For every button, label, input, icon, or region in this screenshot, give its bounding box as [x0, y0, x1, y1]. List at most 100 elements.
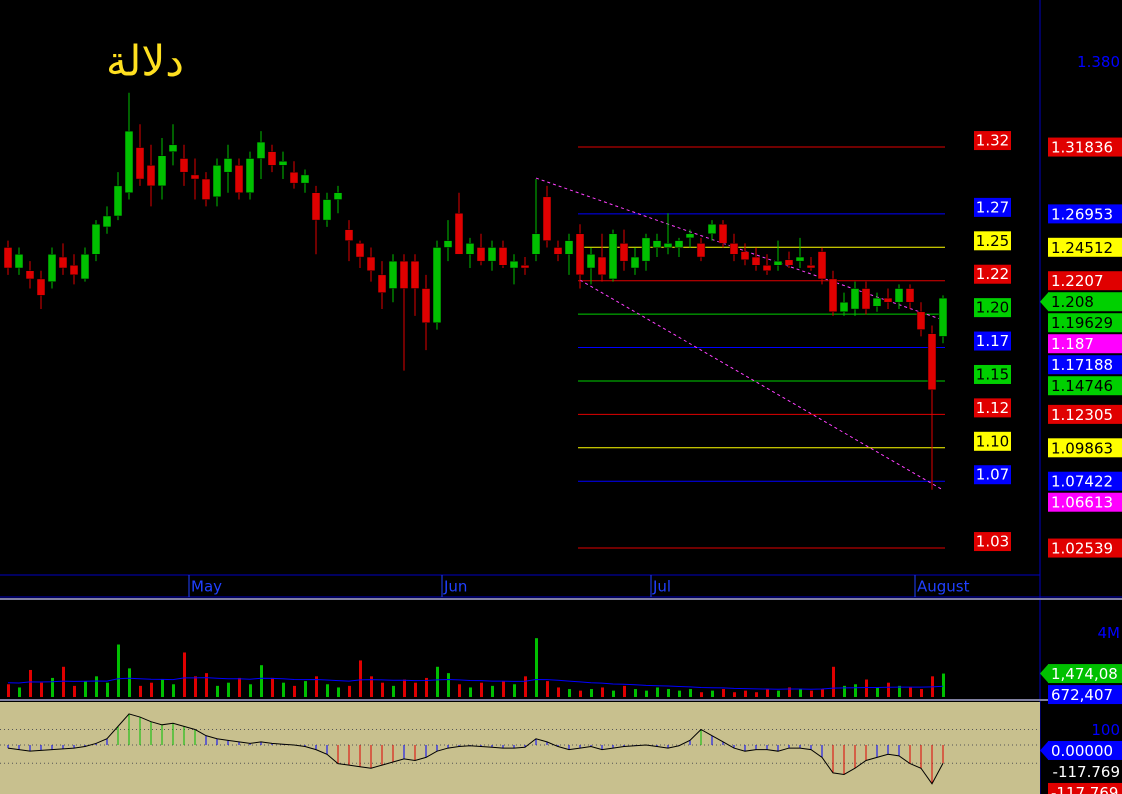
level-value: 1.14746: [1051, 377, 1113, 395]
candle-body: [619, 243, 629, 262]
level-tag-box: [974, 465, 1011, 485]
volume-bar: [249, 684, 252, 697]
volume-bar: [876, 687, 879, 697]
volume-bar: [920, 689, 923, 697]
cci-last-box: [1048, 782, 1122, 794]
candle-body: [454, 212, 464, 255]
level-value: 1.02539: [1051, 540, 1113, 558]
candle-body: [47, 254, 57, 282]
level-value: 1.17188: [1051, 356, 1113, 374]
level-tag: 1.15: [976, 365, 1009, 383]
candle-body: [729, 243, 739, 255]
candle-body: [663, 243, 673, 248]
price-label-arrow: [1040, 292, 1048, 311]
candle-body: [839, 301, 849, 313]
volume-bar: [689, 689, 692, 697]
volume-bar: [238, 677, 241, 697]
candle-body: [564, 240, 574, 255]
volume-bar: [18, 687, 21, 697]
volume-bar: [711, 690, 714, 697]
level-value-box: [1048, 271, 1122, 291]
candle-body: [806, 265, 816, 269]
candle-body: [421, 288, 431, 323]
y-tick-label: 1.380: [1077, 53, 1120, 71]
level-value: 1.26953: [1051, 205, 1113, 223]
cci-line: [7, 713, 944, 785]
volume-bar: [447, 673, 450, 697]
candle-body: [630, 256, 640, 269]
level-tag: 1.07: [976, 466, 1009, 484]
candle-body: [256, 141, 266, 159]
candle-body: [531, 233, 541, 255]
level-tag-box: [974, 431, 1011, 451]
volume-bar: [106, 682, 109, 697]
candle-body: [399, 260, 409, 289]
volume-bar: [744, 690, 747, 697]
volume-bar: [40, 682, 43, 697]
candle-body: [828, 278, 838, 313]
level-value: 1.12305: [1051, 406, 1113, 424]
level-tag: 1.32: [976, 132, 1009, 150]
candle-body: [487, 247, 497, 262]
level-tag: 1.17: [976, 332, 1009, 350]
candle-body: [124, 130, 134, 193]
candle-body: [751, 256, 761, 266]
candle-body: [366, 256, 376, 271]
level-value-box: [1048, 137, 1122, 157]
volume-bar: [51, 677, 54, 697]
volume-bar: [656, 687, 659, 697]
volume-bar: [722, 689, 725, 697]
volume-bar: [84, 681, 87, 697]
level-value-box: [1048, 237, 1122, 257]
candle-body: [641, 237, 651, 262]
volume-bar: [392, 685, 395, 697]
candle-body: [234, 165, 244, 193]
volume-bar: [359, 660, 362, 697]
volume-bar: [788, 687, 791, 697]
volume-bar: [854, 684, 857, 697]
candle-body: [157, 155, 167, 187]
candle-body: [135, 147, 145, 180]
level-tag-box: [974, 197, 1011, 217]
level-tag: 1.10: [976, 432, 1009, 450]
volume-bar: [810, 690, 813, 697]
price-label-box: [1048, 292, 1122, 312]
level-tag: 1.12: [976, 399, 1009, 417]
volume-bar: [161, 679, 164, 697]
candle-body: [432, 247, 442, 323]
volume-bar: [843, 685, 846, 697]
volume-bar: [623, 685, 626, 697]
candle-body: [212, 165, 222, 198]
y-tick-label: -117.769: [1053, 763, 1120, 781]
volume-bar: [832, 666, 835, 697]
candle-body: [905, 288, 915, 303]
volume-bar: [898, 685, 901, 697]
level-value: 1.2207: [1051, 272, 1104, 290]
level-value: 1.31836: [1051, 139, 1113, 157]
cci-last: -117.769: [1051, 784, 1118, 794]
candle-body: [542, 196, 552, 241]
volume-bar: [348, 685, 351, 697]
volume-bar: [612, 690, 615, 697]
candle-body: [872, 297, 882, 307]
candle-body: [179, 158, 189, 173]
candle-body: [344, 229, 354, 241]
level-tag-box: [974, 231, 1011, 251]
candle-body: [190, 174, 200, 180]
candle-body: [553, 247, 563, 255]
volume-bar: [172, 684, 175, 697]
level-tag-box: [974, 532, 1011, 552]
volume-bar: [414, 682, 417, 697]
volume-bar: [942, 673, 945, 697]
volume-bar: [645, 690, 648, 697]
volume-bar: [601, 687, 604, 697]
level-tag-box: [974, 298, 1011, 318]
volume-bar: [205, 673, 208, 697]
candle-body: [355, 243, 365, 258]
level-tag: 1.25: [976, 232, 1009, 250]
level-tag: 1.03: [976, 533, 1009, 551]
level-tag: 1.20: [976, 299, 1009, 317]
volume-bar: [524, 676, 527, 697]
